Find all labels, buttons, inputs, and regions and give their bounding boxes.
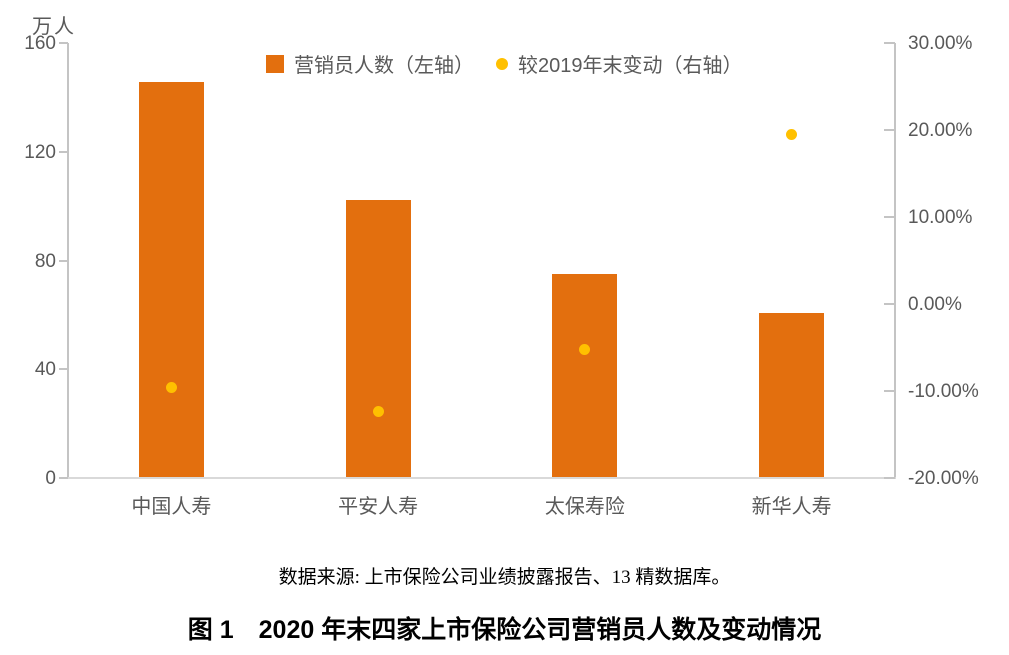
category-label: 新华人寿 <box>751 496 832 518</box>
left-axis-tick <box>59 368 68 371</box>
right-axis-tick <box>884 303 895 305</box>
dot-中国人寿 <box>165 382 177 394</box>
bar-平安人寿 <box>345 199 411 477</box>
right-axis-tick <box>884 216 895 218</box>
dot-swatch-icon <box>496 57 508 70</box>
right-axis-tick <box>884 477 895 479</box>
right-axis-tick <box>884 390 895 392</box>
right-axis-line <box>894 43 896 478</box>
source-note: 数据来源: 上市保险公司业绩披露报告、13 精数据库。 <box>278 567 731 588</box>
dot-新华人寿 <box>786 128 798 140</box>
left-axis-tick-label: 80 <box>34 250 56 272</box>
bar-新华人寿 <box>759 313 825 477</box>
left-axis-tick <box>59 42 68 44</box>
right-axis-tick-label: -20.00% <box>908 468 979 489</box>
right-axis-tick-label: 30.00% <box>908 33 973 54</box>
legend-dot-label: 较2019年末变动（右轴） <box>518 55 743 77</box>
right-axis-tick-label: 0.00% <box>908 294 962 315</box>
left-axis-tick-label: 120 <box>24 141 56 163</box>
legend: 营销员人数（左轴） 较2019年末变动（右轴） <box>266 49 743 78</box>
left-axis-tick <box>59 477 68 479</box>
baseline <box>67 477 896 479</box>
legend-item-dot: 较2019年末变动（右轴） <box>496 49 743 78</box>
legend-bar-label: 营销员人数（左轴） <box>294 55 474 77</box>
dot-平安人寿 <box>372 405 384 417</box>
bar-太保寿险 <box>552 274 618 477</box>
category-label: 平安人寿 <box>338 496 419 518</box>
bar-swatch-icon <box>266 54 284 73</box>
right-axis-tick <box>884 42 895 44</box>
category-label: 中国人寿 <box>131 496 212 518</box>
legend-item-bar: 营销员人数（左轴） <box>266 49 474 78</box>
left-axis-tick <box>59 150 68 153</box>
figure-caption: 图 1 2020 年末四家上市保险公司营销员人数及变动情况 <box>187 616 822 644</box>
left-axis-tick-label: 160 <box>24 33 56 54</box>
left-axis-tick <box>59 259 68 262</box>
left-axis-tick-label: 0 <box>45 468 56 489</box>
left-axis-tick-label: 40 <box>34 359 56 381</box>
right-axis-tick-label: 10.00% <box>908 207 973 228</box>
bar-中国人寿 <box>138 81 204 477</box>
dot-太保寿险 <box>579 343 591 355</box>
left-axis-line <box>67 43 69 478</box>
right-axis-tick <box>884 129 895 131</box>
category-label: 太保寿险 <box>544 496 625 518</box>
right-axis-tick-label: -10.00% <box>908 381 979 402</box>
left-axis-unit-label: 万人 <box>32 16 76 38</box>
right-axis-tick-label: 20.00% <box>908 120 973 141</box>
